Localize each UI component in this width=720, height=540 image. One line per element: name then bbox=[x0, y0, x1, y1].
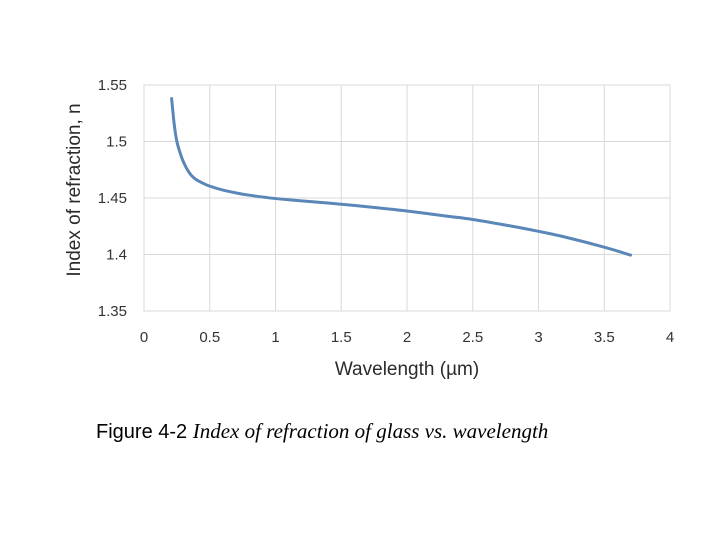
figure-caption: Figure 4-2 Index of refraction of glass … bbox=[96, 419, 716, 444]
y-tick-label: 1.5 bbox=[106, 134, 127, 151]
figure-label: Figure 4-2 bbox=[96, 421, 188, 443]
x-tick-label: 2.5 bbox=[462, 329, 483, 346]
x-tick-label: 1 bbox=[271, 329, 279, 346]
grid-lines bbox=[143, 84, 671, 312]
y-axis-label: Index of refraction, n bbox=[64, 103, 85, 276]
x-tick-label: 4 bbox=[666, 329, 674, 346]
series-line bbox=[170, 97, 633, 257]
x-tick-label: 0 bbox=[140, 329, 148, 346]
x-tick-label: 0.5 bbox=[199, 329, 220, 346]
x-tick-label: 2 bbox=[403, 329, 411, 346]
y-tick-label: 1.35 bbox=[98, 303, 127, 320]
x-axis-ticks: 0 0.5 1 1.5 2 2.5 3 3.5 4 bbox=[140, 329, 674, 346]
figure-caption-text: Index of refraction of glass vs. wavelen… bbox=[192, 419, 549, 443]
x-tick-label: 1.5 bbox=[331, 329, 352, 346]
y-tick-label: 1.55 bbox=[98, 77, 127, 94]
y-tick-label: 1.45 bbox=[98, 190, 127, 207]
y-tick-label: 1.4 bbox=[106, 247, 127, 264]
x-tick-label: 3.5 bbox=[594, 329, 615, 346]
y-axis-ticks: 1.35 1.4 1.45 1.5 1.55 bbox=[98, 77, 127, 320]
chart: 0 0.5 1 1.5 2 2.5 3 3.5 4 1.35 1.4 1.45 1.5 1.55 Wav… bbox=[64, 77, 674, 380]
x-tick-label: 3 bbox=[534, 329, 542, 346]
x-axis-label: Wavelength (µm) bbox=[335, 359, 479, 380]
